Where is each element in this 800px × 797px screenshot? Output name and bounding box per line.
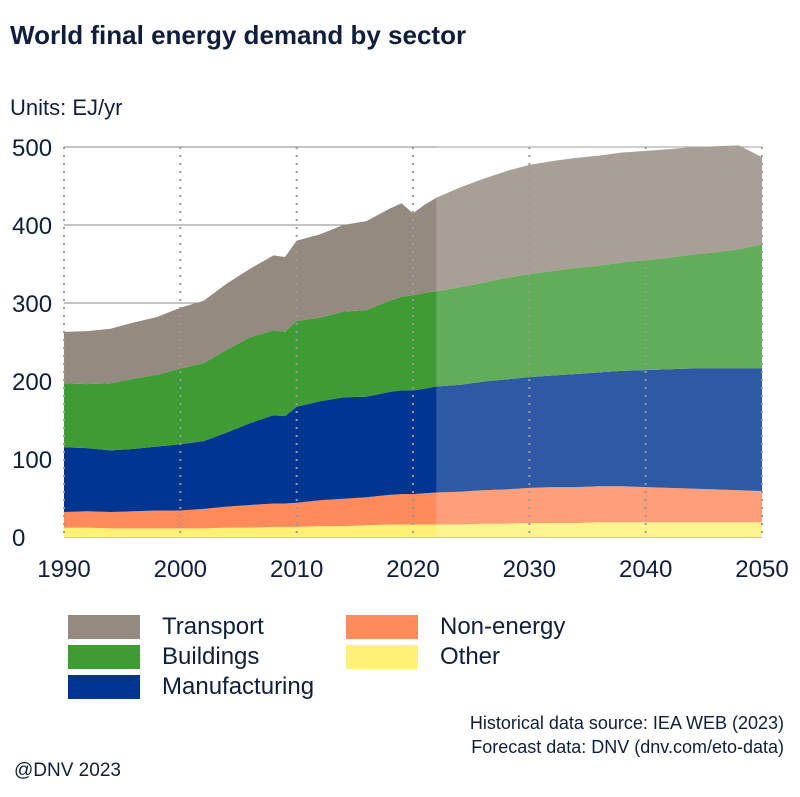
y-tick-label: 400 <box>12 213 52 240</box>
x-axis-ticks: 1990 2000 2010 2020 2030 2040 2050 <box>37 556 788 583</box>
chart-title: World final energy demand by sector <box>10 20 467 50</box>
legend-swatch-manufacturing <box>68 675 140 699</box>
units-label: Units: EJ/yr <box>10 95 123 120</box>
legend-item-transport: Transport <box>68 613 264 641</box>
area-other <box>64 522 762 537</box>
source-historical: Historical data source: IEA WEB (2023) <box>469 713 784 733</box>
copyright-credit: @DNV 2023 <box>14 760 121 781</box>
legend-item-manufacturing: Manufacturing <box>68 673 314 701</box>
legend-swatch-other <box>346 645 418 669</box>
area-manufacturing <box>64 368 762 512</box>
legend-label-transport: Transport <box>162 613 264 640</box>
legend-label-other: Other <box>440 643 501 670</box>
legend-swatch-non-energy <box>346 615 418 639</box>
x-tick-label: 2040 <box>619 556 672 583</box>
x-tick-label: 1990 <box>37 556 90 583</box>
legend-item-buildings: Buildings <box>68 643 259 671</box>
x-tick-label: 2030 <box>503 556 556 583</box>
x-tick-label: 2050 <box>735 556 788 583</box>
legend-swatch-transport <box>68 615 140 639</box>
x-tick-label: 2000 <box>154 556 207 583</box>
forecast-overlay <box>436 142 762 537</box>
vertical-gridlines <box>63 147 763 537</box>
area-transport <box>64 145 762 385</box>
legend-item-non-energy: Non-energy <box>346 613 565 641</box>
x-tick-label: 2010 <box>270 556 323 583</box>
x-tick-label: 2020 <box>386 556 439 583</box>
y-tick-label: 300 <box>12 291 52 318</box>
y-tick-label: 0 <box>12 525 25 552</box>
y-axis-ticks: 0 100 200 300 400 500 <box>12 135 52 552</box>
forecast-shade <box>436 142 762 537</box>
legend-label-buildings: Buildings <box>162 643 260 670</box>
y-tick-label: 100 <box>12 447 52 474</box>
y-tick-label: 200 <box>12 369 52 396</box>
legend-swatch-buildings <box>68 645 140 669</box>
legend-item-other: Other <box>346 643 500 671</box>
source-forecast: Forecast data: DNV (dnv.com/eto-data) <box>471 737 784 757</box>
y-tick-label: 500 <box>12 135 52 162</box>
legend-label-non-energy: Non-energy <box>440 613 566 640</box>
area-chart: 0 100 200 300 400 500 1990 2000 2010 2020 2030 204… <box>12 135 789 583</box>
legend-label-manufacturing: Manufacturing <box>162 673 315 700</box>
